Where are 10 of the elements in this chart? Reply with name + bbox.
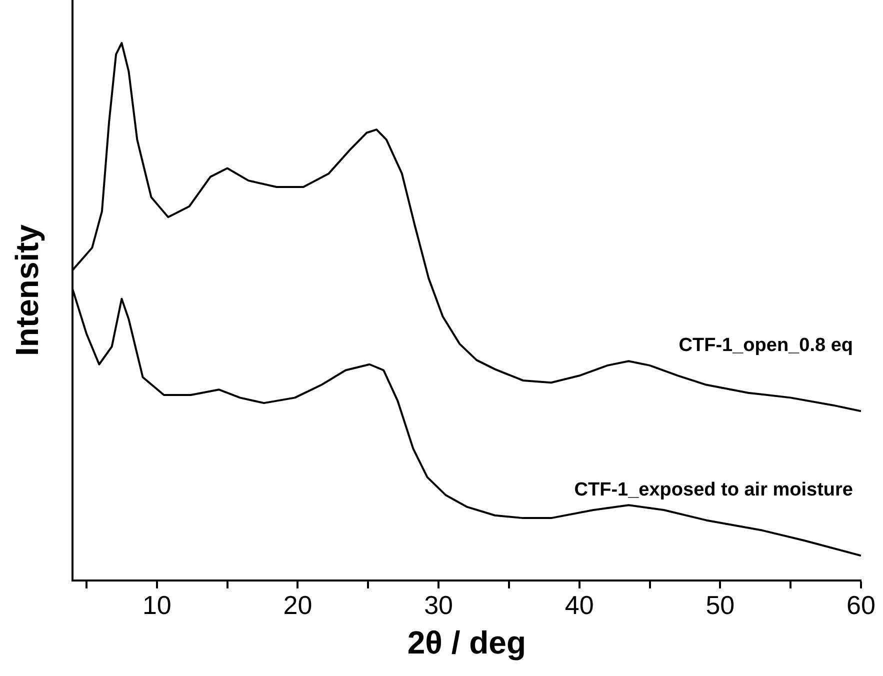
x-tick-label: 40 [564,590,594,620]
y-axis-title: Intensity [9,224,46,356]
x-tick-label: 50 [706,590,735,620]
x-tick-label: 60 [846,590,876,620]
x-tick-label: 10 [142,590,172,620]
series-label: CTF-1_exposed to air moisture [574,480,853,501]
x-tick-label: 20 [283,590,312,620]
series-label: CTF-1_open_0.8 eq [678,335,853,356]
x-axis-title: 2θ / deg [407,624,526,661]
x-tick-label: 30 [424,590,453,620]
